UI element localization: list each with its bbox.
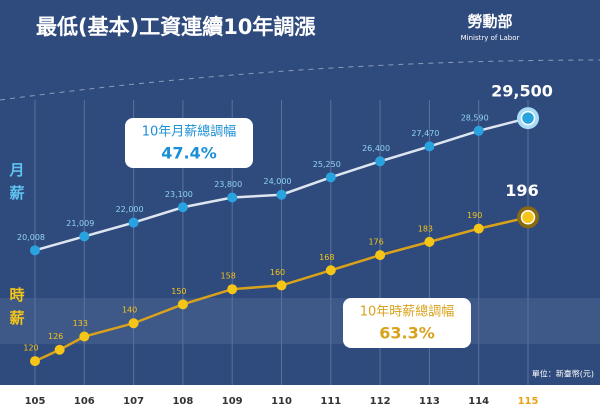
callout: 10年月薪總調幅 47.4% [125,118,253,168]
value-label: 150 [171,287,186,296]
x-tick-label: 109 [222,396,243,407]
logo-subtitle: Ministry of Labor [461,34,520,42]
value-label: 28,590 [461,113,489,122]
marker [227,284,238,295]
value-label: 21,009 [66,219,94,228]
value-label: 24,000 [264,177,292,186]
marker [177,202,188,213]
value-label: 133 [73,319,88,328]
x-tick-label: 110 [271,396,292,407]
value-label: 23,800 [214,180,242,189]
x-tick-label: 108 [172,396,193,407]
series-name: 時薪 [8,286,26,333]
value-label: 27,470 [411,129,439,138]
value-label: 22,000 [116,205,144,214]
marker [473,223,484,234]
x-axis-strip [0,385,600,416]
value-label: 126 [48,332,63,341]
end-value-label: 196 [505,181,538,200]
callout-box [125,118,253,168]
series-name: 月薪 [8,162,26,208]
value-label: 20,008 [17,233,45,242]
value-label: 190 [467,211,482,220]
value-label: 183 [418,224,433,233]
marker [54,344,65,355]
end-value-label: 29,500 [491,82,553,101]
marker [30,356,40,367]
x-tick-label: 113 [419,396,440,407]
value-label: 120 [23,344,38,353]
marker [128,318,139,329]
callout-value: 63.3% [379,324,435,343]
marker [375,250,386,261]
decoration [0,59,600,101]
value-label: 158 [221,272,236,281]
marker [325,172,336,183]
value-label: 176 [368,238,383,247]
marker [424,141,435,152]
callout: 10年時薪總調幅 63.3% [343,298,471,348]
marker [276,280,287,291]
marker [424,236,435,247]
value-label: 160 [270,268,285,277]
x-tick-label: 115 [518,396,539,407]
marker [473,125,484,136]
callout-text: 10年時薪總調幅 [360,304,455,320]
x-tick-label: 112 [370,396,391,407]
marker [79,331,90,342]
marker [520,210,536,225]
marker [520,110,536,126]
x-tick-label: 114 [468,396,489,407]
band [0,298,600,344]
logo-name: 勞動部 [467,13,512,31]
x-tick-label: 105 [25,396,46,407]
marker [128,217,139,228]
callout-value: 47.4% [161,144,217,163]
marker [30,245,40,256]
callout-box [343,298,471,348]
unit-note: 單位：新臺幣(元) [532,369,594,379]
marker [227,192,238,203]
callout-text: 10年月薪總調幅 [142,124,237,140]
marker [177,299,188,310]
marker [276,189,287,200]
value-label: 23,100 [165,190,193,199]
marker [325,265,336,276]
marker [79,231,90,242]
value-label: 25,250 [313,160,341,169]
value-label: 140 [122,306,137,315]
marker [375,156,386,167]
chart-title: 最低(基本)工資連續10年調漲 [36,15,316,39]
x-tick-label: 107 [123,396,144,407]
x-tick-label: 111 [320,396,341,407]
x-tick-label: 106 [74,396,95,407]
value-label: 168 [319,253,334,262]
value-label: 26,400 [362,144,390,153]
